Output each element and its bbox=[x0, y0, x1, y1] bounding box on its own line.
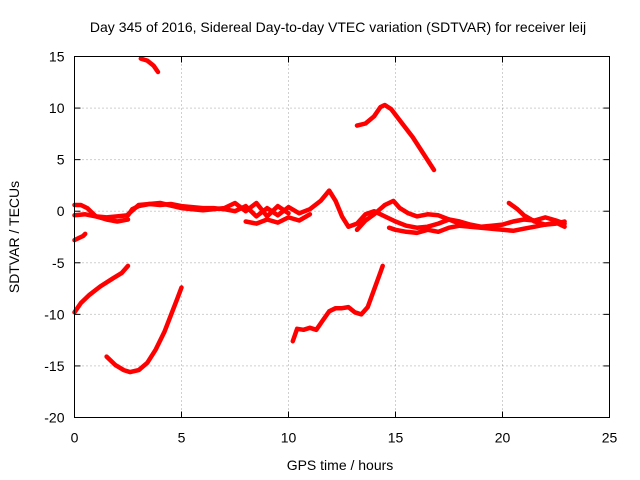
series-line-arc-13 bbox=[290, 263, 385, 344]
series-line-arc-6 bbox=[386, 223, 473, 236]
y-tick-label: 0 bbox=[57, 203, 65, 219]
x-tick-label: 5 bbox=[178, 430, 186, 446]
series-line-arc-8 bbox=[138, 56, 161, 75]
x-tick-label: 25 bbox=[602, 430, 618, 446]
plot-frame bbox=[74, 56, 610, 418]
x-tick-label: 0 bbox=[71, 430, 79, 446]
series-line-arc-5 bbox=[354, 198, 567, 234]
data-series bbox=[72, 56, 567, 375]
series-line-arc-9 bbox=[354, 102, 437, 173]
y-axis-label: SDTVAR / TECUs bbox=[6, 181, 22, 293]
x-axis-label: GPS time / hours bbox=[287, 457, 394, 473]
series-line-arc-7 bbox=[506, 200, 567, 229]
y-tick-label: 10 bbox=[49, 100, 65, 116]
y-tick-label: -10 bbox=[44, 306, 64, 322]
y-tick-label: -5 bbox=[52, 255, 65, 271]
grid-lines bbox=[74, 56, 610, 418]
y-tick-label: -20 bbox=[44, 410, 64, 426]
axis-ticks: 0 5 10 15 20 25 -20 -15 -10 -5 0 5 10 15 bbox=[44, 49, 617, 446]
series-line-arc-10 bbox=[72, 231, 88, 243]
series-line-arc-2 bbox=[72, 188, 567, 230]
y-tick-label: -15 bbox=[44, 358, 64, 374]
series-line-arc-12 bbox=[104, 285, 184, 375]
series-line-arc-11 bbox=[72, 263, 131, 315]
x-tick-label: 15 bbox=[388, 430, 404, 446]
y-tick-label: 5 bbox=[57, 152, 65, 168]
x-tick-label: 10 bbox=[281, 430, 297, 446]
series-line-arc-3 bbox=[125, 200, 291, 219]
series-line-arc-4 bbox=[243, 212, 313, 226]
x-tick-label: 20 bbox=[495, 430, 511, 446]
y-tick-label: 15 bbox=[49, 49, 65, 65]
chart-title: Day 345 of 2016, Sidereal Day-to-day VTE… bbox=[90, 19, 586, 35]
